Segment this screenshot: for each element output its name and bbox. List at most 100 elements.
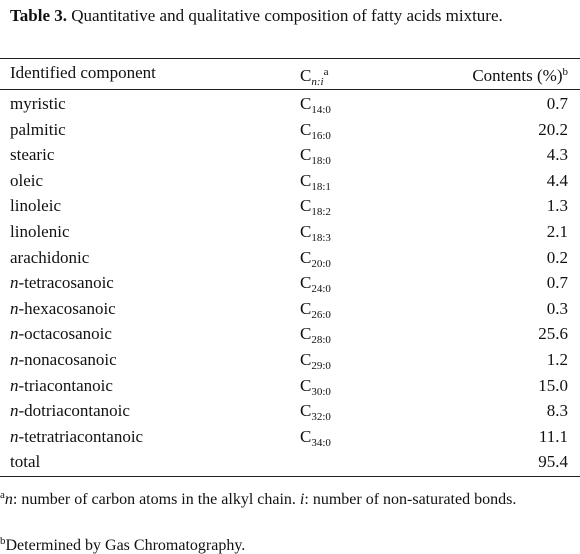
formula-sub: 18:1 bbox=[311, 180, 331, 193]
contents: 0.3 bbox=[546, 298, 568, 318]
table-row: palmitic C16:0 20.2 bbox=[0, 117, 580, 142]
formula: C14:0 bbox=[300, 91, 331, 123]
component-name: n-octacosanoic bbox=[10, 321, 112, 346]
formula: C29:0 bbox=[300, 347, 331, 379]
table-row: n-hexacosanoic C26:0 0.3 bbox=[0, 296, 580, 321]
formula-sub: 26:0 bbox=[311, 308, 331, 321]
contents: 15.0 bbox=[538, 375, 568, 395]
component-name: n-tetracosanoic bbox=[10, 270, 114, 295]
formula-sub: 32:0 bbox=[311, 411, 331, 424]
component-name: palmitic bbox=[10, 117, 66, 142]
component-name: n-triacontanoic bbox=[10, 373, 113, 398]
footnote-text: i bbox=[299, 491, 305, 508]
formula-base: C bbox=[300, 350, 312, 369]
name-prefix: n bbox=[10, 298, 19, 318]
name-prefix: n bbox=[10, 401, 19, 421]
header-contents: Contents (%)b bbox=[472, 60, 568, 88]
name-text: linolenic bbox=[10, 222, 70, 241]
formula: C26:0 bbox=[300, 296, 331, 328]
formula-sub: n:i bbox=[311, 76, 324, 88]
formula-sub: 30:0 bbox=[311, 385, 331, 398]
component-name: stearic bbox=[10, 142, 54, 167]
component-name: linoleic bbox=[10, 193, 61, 218]
table-row: arachidonic C20:0 0.2 bbox=[0, 245, 580, 270]
name-text: -hexacosanoic bbox=[18, 298, 116, 318]
component-name: n-nonacosanoic bbox=[10, 347, 117, 372]
component-name: arachidonic bbox=[10, 245, 89, 270]
component-name: total bbox=[10, 449, 40, 474]
footnote: an: number of carbon atoms in the alkyl … bbox=[0, 484, 574, 511]
component-name: oleic bbox=[10, 168, 43, 193]
name-text: oleic bbox=[10, 170, 44, 190]
formula-base: C bbox=[300, 66, 312, 85]
name-text: -nonacosanoic bbox=[18, 350, 117, 369]
component-name: n-dotriacontanoic bbox=[10, 398, 130, 423]
footnote-text: : number of carbon atoms in the alkyl ch… bbox=[12, 491, 300, 508]
contents: 2.1 bbox=[546, 222, 568, 241]
formula: C28:0 bbox=[300, 321, 331, 353]
name-text: stearic bbox=[10, 145, 55, 165]
name-text: -tetracosanoic bbox=[18, 273, 114, 293]
formula-base: C bbox=[300, 375, 312, 395]
name-prefix: n bbox=[10, 273, 19, 293]
name-text: arachidonic bbox=[10, 247, 90, 267]
table-row: n-tetratriacontanoic C34:0 11.1 bbox=[0, 424, 580, 449]
table-row: linolenic C18:3 2.1 bbox=[0, 219, 580, 244]
top-rule bbox=[0, 58, 580, 59]
header-component: Identified component bbox=[10, 63, 156, 82]
formula: C24:0 bbox=[300, 270, 331, 302]
formula-sub: 14:0 bbox=[311, 104, 331, 116]
contents: 0.2 bbox=[546, 247, 568, 267]
formula-base: C bbox=[300, 222, 312, 241]
formula: C18:0 bbox=[300, 142, 331, 174]
formula-base: C bbox=[300, 401, 312, 421]
name-prefix: n bbox=[10, 324, 19, 344]
table-row: total 95.4 bbox=[0, 449, 580, 474]
footnote-text: : number of non-saturated bonds. bbox=[304, 491, 517, 508]
contents: 1.3 bbox=[546, 196, 568, 216]
table-row: stearic C18:0 4.3 bbox=[0, 142, 580, 167]
footnote-mark: a bbox=[0, 489, 5, 501]
name-prefix: n bbox=[10, 426, 19, 446]
formula: C30:0 bbox=[300, 373, 331, 405]
component-name: n-hexacosanoic bbox=[10, 296, 116, 321]
table-row: n-triacontanoic C30:0 15.0 bbox=[0, 373, 580, 398]
contents: 8.3 bbox=[546, 401, 568, 421]
formula-sub: 18:3 bbox=[311, 232, 331, 244]
table-row: n-octacosanoic C28:0 25.6 bbox=[0, 321, 580, 346]
contents: 1.2 bbox=[546, 350, 568, 369]
name-text: -dotriacontanoic bbox=[18, 401, 130, 421]
bottom-rule bbox=[0, 476, 580, 477]
name-prefix: n bbox=[10, 350, 19, 369]
formula-base: C bbox=[300, 298, 312, 318]
footnote-text: Determined by Gas Chromatography. bbox=[5, 537, 246, 554]
formula-base: C bbox=[300, 196, 312, 216]
header-row: Identified component Cn:ia Contents (%)b bbox=[0, 60, 580, 88]
name-text: -triacontanoic bbox=[18, 375, 113, 395]
name-text: -octacosanoic bbox=[18, 324, 112, 344]
footnote: bDetermined by Gas Chromatography. bbox=[0, 530, 574, 554]
formula-base: C bbox=[300, 324, 312, 344]
header-formula: Cn:ia bbox=[300, 60, 328, 95]
name-text: linoleic bbox=[10, 196, 61, 216]
name-text: palmitic bbox=[10, 119, 66, 139]
formula-sub: 28:0 bbox=[311, 334, 331, 347]
formula: C18:2 bbox=[300, 193, 331, 225]
contents: 25.6 bbox=[538, 324, 568, 344]
formula-sub: 20:0 bbox=[311, 257, 331, 270]
name-prefix: n bbox=[10, 375, 19, 395]
table-row: oleic C18:1 4.4 bbox=[0, 168, 580, 193]
contents: 4.4 bbox=[546, 170, 568, 190]
name-text: myristic bbox=[10, 94, 66, 113]
name-text: -tetratriacontanoic bbox=[18, 426, 144, 446]
formula-sub: 18:2 bbox=[311, 206, 331, 219]
table-row: n-nonacosanoic C29:0 1.2 bbox=[0, 347, 580, 372]
formula-sub: 24:0 bbox=[311, 283, 331, 296]
component-name: myristic bbox=[10, 91, 66, 116]
formula: C16:0 bbox=[300, 117, 331, 149]
table-row: n-dotriacontanoic C32:0 8.3 bbox=[0, 398, 580, 423]
table-row: linoleic C18:2 1.3 bbox=[0, 193, 580, 218]
caption-label: Table 3. bbox=[10, 6, 68, 25]
footnote-mark: a bbox=[323, 66, 329, 78]
